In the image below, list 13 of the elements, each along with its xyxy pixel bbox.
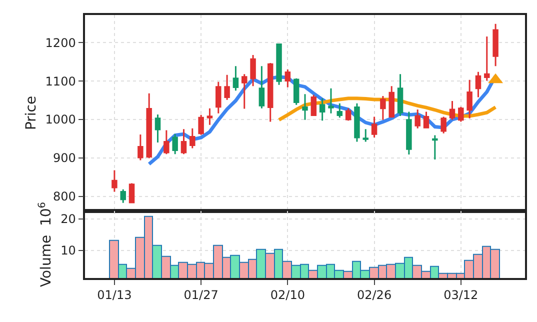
y-tick-label: 20 xyxy=(60,212,76,226)
y-tick-label: 10 xyxy=(60,243,76,258)
x-tick-label: 03/12 xyxy=(444,288,478,302)
y-axis-title: Price xyxy=(23,96,40,130)
y-tick-label: 1100 xyxy=(45,74,76,88)
x-tick-label: 01/13 xyxy=(97,288,132,302)
y-tick-label: 1200 xyxy=(45,36,76,50)
x-tick-label: 01/27 xyxy=(184,288,218,302)
x-tick-label: 02/10 xyxy=(270,288,305,302)
y-tick-label: 800 xyxy=(52,190,76,204)
y-tick-label: 1000 xyxy=(45,112,76,127)
x-tick-label: 02/26 xyxy=(356,288,392,302)
y-tick-label: 900 xyxy=(52,151,76,166)
